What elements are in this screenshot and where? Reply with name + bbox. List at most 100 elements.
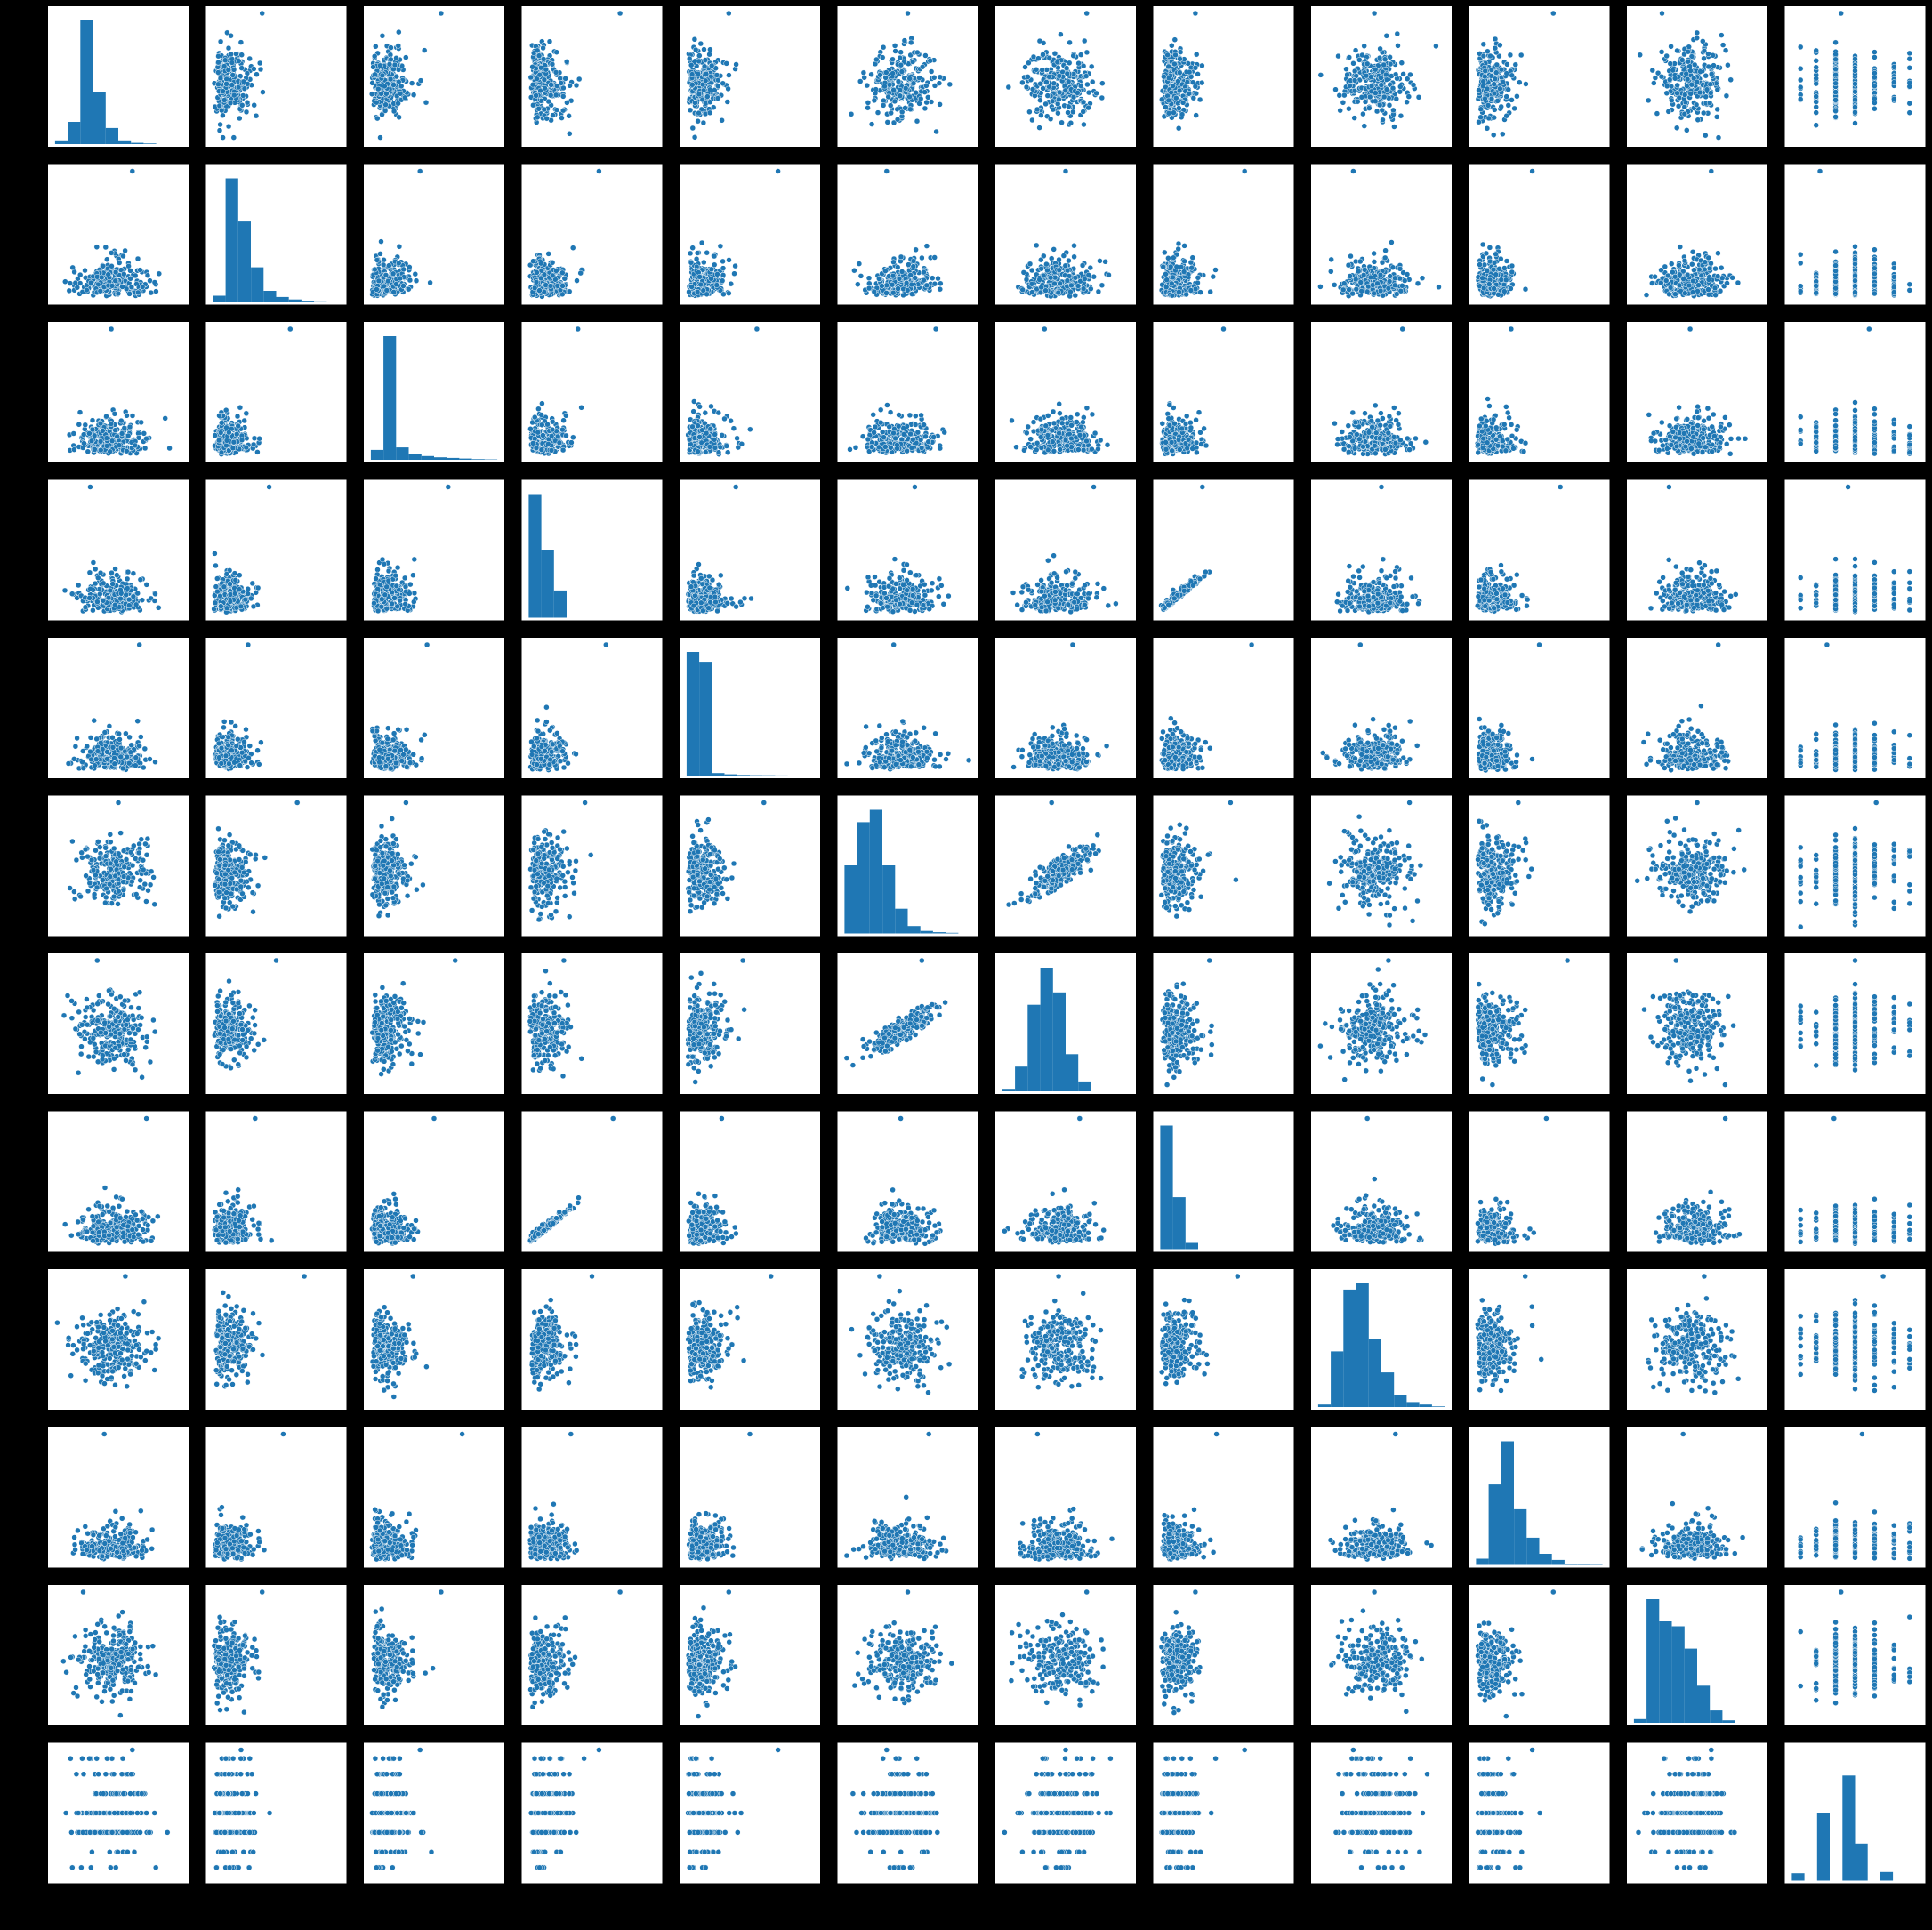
histogram-bar bbox=[301, 301, 315, 302]
scatter-point bbox=[119, 284, 125, 290]
scatter-point bbox=[1055, 289, 1062, 296]
scatter-point bbox=[229, 60, 236, 66]
scatter-panel bbox=[1311, 6, 1452, 147]
scatter-point bbox=[1813, 80, 1819, 87]
scatter-point bbox=[907, 106, 914, 113]
scatter-point bbox=[937, 74, 944, 81]
scatter-point bbox=[1340, 280, 1348, 286]
scatter-point bbox=[216, 127, 223, 133]
scatter-point bbox=[1512, 61, 1519, 68]
scatter-point bbox=[1813, 93, 1819, 100]
scatter-point bbox=[1485, 115, 1493, 122]
scatter-point bbox=[1072, 275, 1079, 281]
scatter-point bbox=[848, 111, 855, 117]
scatter-point bbox=[1697, 68, 1703, 75]
scatter-point bbox=[890, 272, 897, 279]
scatter-point bbox=[257, 66, 264, 73]
scatter-point bbox=[1029, 86, 1036, 92]
scatter-point bbox=[1162, 249, 1168, 256]
scatter-point bbox=[254, 71, 260, 77]
scatter-point bbox=[913, 89, 919, 96]
scatter-panel bbox=[1784, 6, 1926, 147]
scatter-point bbox=[1028, 267, 1035, 274]
scatter-point bbox=[549, 272, 556, 279]
scatter-point bbox=[1380, 117, 1386, 124]
scatter-point bbox=[1906, 65, 1913, 71]
scatter-point bbox=[1051, 280, 1058, 287]
scatter-point bbox=[1068, 282, 1075, 289]
scatter-point bbox=[902, 85, 909, 92]
scatter-point bbox=[535, 106, 542, 112]
scatter-point bbox=[1043, 79, 1050, 85]
scatter-point bbox=[1488, 95, 1495, 102]
scatter-point bbox=[921, 269, 927, 276]
scatter-point bbox=[1360, 110, 1366, 117]
scatter-point bbox=[1364, 60, 1371, 68]
scatter-point bbox=[1694, 29, 1701, 36]
scatter-point bbox=[706, 109, 713, 117]
scatter-point bbox=[1046, 55, 1053, 61]
scatter-point bbox=[87, 279, 94, 286]
scatter-point bbox=[1039, 67, 1045, 73]
scatter-point bbox=[860, 69, 867, 76]
scatter-point bbox=[116, 260, 123, 266]
scatter-point bbox=[1038, 112, 1044, 118]
scatter-point bbox=[1085, 272, 1092, 278]
scatter-point bbox=[1504, 61, 1510, 68]
scatter-point bbox=[726, 10, 732, 17]
scatter-point bbox=[393, 73, 400, 80]
scatter-point bbox=[540, 44, 546, 52]
scatter-point bbox=[1503, 70, 1510, 76]
scatter-panel bbox=[205, 6, 347, 147]
scatter-point bbox=[1372, 98, 1379, 104]
scatter-point bbox=[1872, 105, 1878, 112]
scatter-point bbox=[887, 102, 894, 109]
scatter-point bbox=[1813, 109, 1819, 116]
scatter-point bbox=[1079, 262, 1086, 269]
scatter-point bbox=[221, 57, 229, 63]
scatter-point bbox=[1199, 62, 1205, 69]
scatter-point bbox=[1872, 49, 1878, 55]
scatter-point bbox=[694, 250, 701, 256]
scatter-point bbox=[236, 58, 242, 64]
scatter-point bbox=[923, 83, 930, 89]
scatter-point bbox=[937, 101, 943, 108]
scatter-point bbox=[1376, 101, 1383, 109]
scatter-point bbox=[225, 44, 232, 52]
scatter-point bbox=[1056, 73, 1063, 79]
scatter-point bbox=[717, 243, 724, 250]
scatter-point bbox=[891, 98, 898, 105]
scatter-point bbox=[561, 276, 568, 282]
scatter-point bbox=[1681, 110, 1688, 117]
scatter-point bbox=[616, 10, 624, 17]
scatter-point bbox=[919, 254, 925, 261]
scatter-point bbox=[115, 290, 122, 297]
scatter-point bbox=[699, 96, 706, 103]
scatter-point bbox=[1167, 263, 1174, 270]
scatter-point bbox=[1371, 10, 1378, 17]
scatter-point bbox=[112, 269, 119, 276]
scatter-point bbox=[225, 67, 232, 73]
scatter-point bbox=[1813, 64, 1819, 71]
scatter-point bbox=[1036, 37, 1043, 44]
scatter-point bbox=[1832, 51, 1839, 58]
scatter-point bbox=[566, 113, 572, 119]
scatter-point bbox=[1832, 97, 1839, 103]
scatter-point bbox=[1177, 69, 1183, 76]
scatter-point bbox=[230, 134, 237, 141]
scatter-point bbox=[541, 106, 548, 113]
scatter-point bbox=[1106, 271, 1112, 278]
scatter-point bbox=[1361, 123, 1368, 129]
scatter-point bbox=[1678, 57, 1686, 63]
scatter-point bbox=[238, 52, 245, 58]
scatter-point bbox=[1684, 83, 1690, 89]
scatter-point bbox=[104, 256, 110, 262]
scatter-point bbox=[235, 84, 242, 91]
scatter-point bbox=[260, 89, 266, 95]
scatter-point bbox=[1696, 89, 1703, 96]
scatter-point bbox=[689, 245, 696, 251]
scatter-point bbox=[126, 291, 133, 297]
scatter-point bbox=[1687, 68, 1694, 74]
scatter-point bbox=[1382, 247, 1389, 253]
scatter-point bbox=[1063, 65, 1070, 71]
